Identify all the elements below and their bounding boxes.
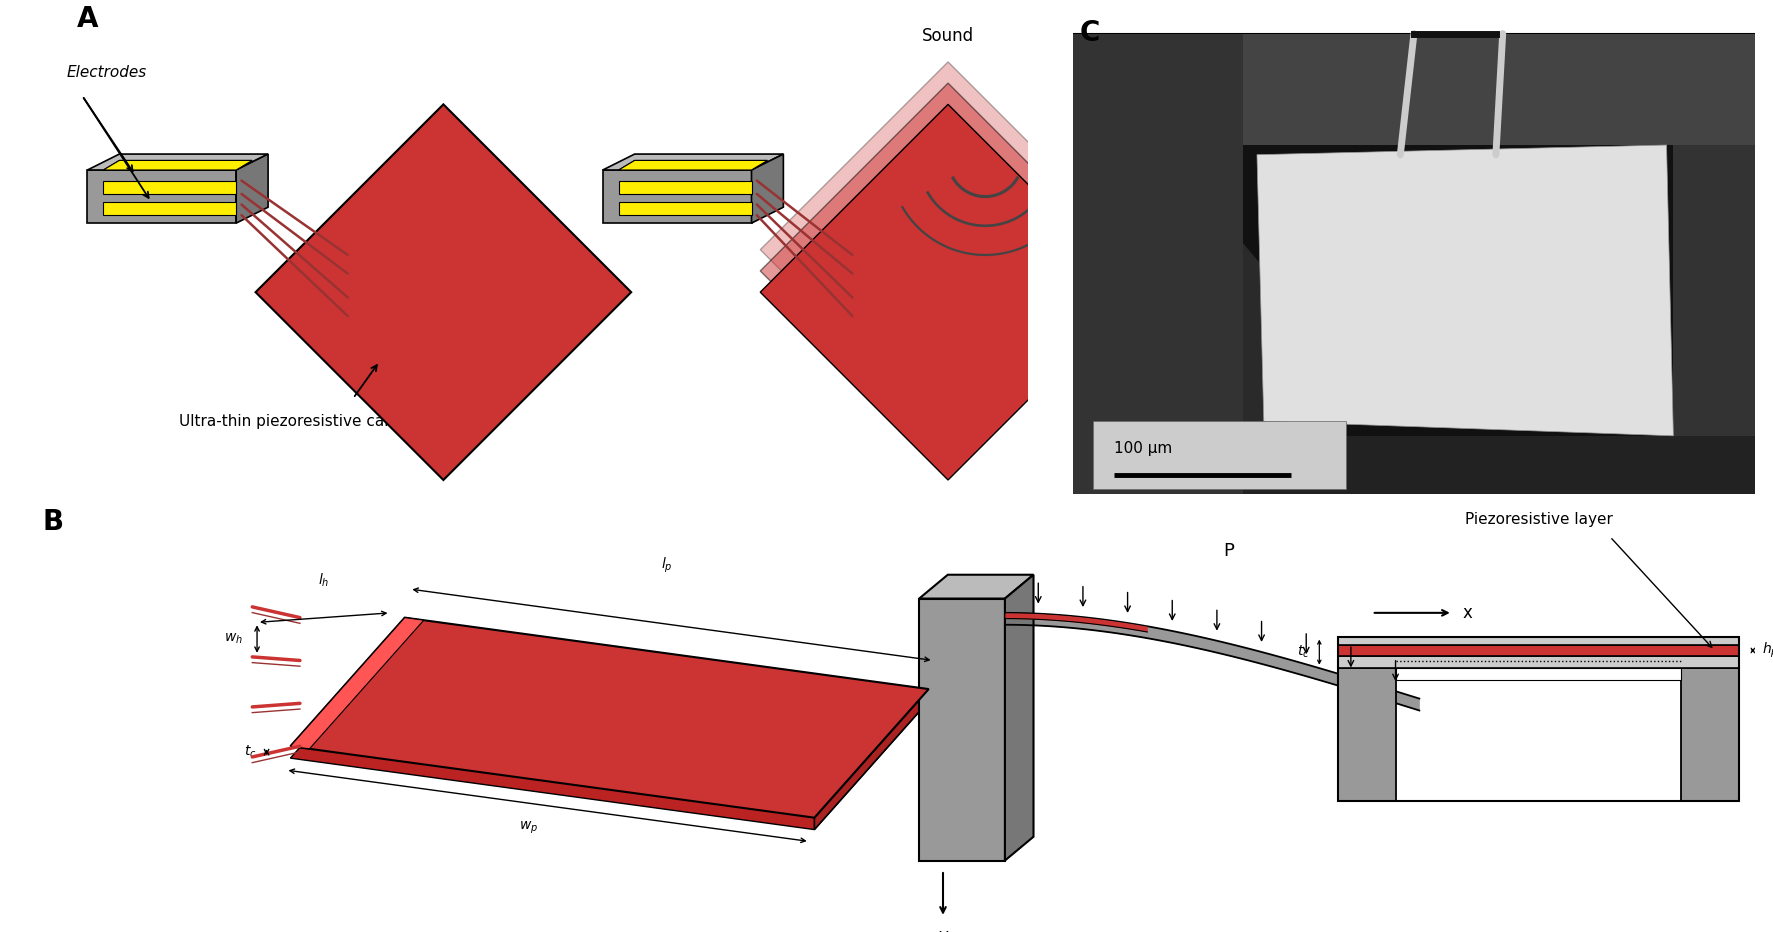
Text: $w_h$: $w_h$ — [223, 632, 243, 646]
Text: A: A — [76, 6, 98, 34]
Polygon shape — [1073, 179, 1312, 494]
Text: P: P — [1223, 542, 1234, 560]
Polygon shape — [291, 629, 929, 829]
Text: Ultra-thin piezoresistive cantilever: Ultra-thin piezoresistive cantilever — [179, 415, 443, 430]
Text: $l_h$: $l_h$ — [317, 571, 330, 589]
Text: Electrodes: Electrodes — [66, 64, 147, 79]
Text: x: x — [1463, 604, 1472, 622]
Polygon shape — [87, 154, 268, 170]
Polygon shape — [603, 170, 752, 223]
Polygon shape — [603, 154, 784, 170]
Text: $h_p$: $h_p$ — [1762, 641, 1773, 660]
Polygon shape — [103, 181, 236, 194]
Polygon shape — [1339, 656, 1739, 667]
Polygon shape — [1243, 34, 1755, 145]
Text: $t_c$: $t_c$ — [245, 744, 257, 761]
Polygon shape — [1339, 667, 1395, 801]
Text: $w_p$: $w_p$ — [519, 820, 539, 836]
Polygon shape — [236, 154, 268, 223]
Polygon shape — [619, 202, 752, 215]
Text: $t_c$: $t_c$ — [1298, 644, 1310, 661]
Polygon shape — [1005, 575, 1034, 860]
Polygon shape — [619, 181, 752, 194]
Polygon shape — [1257, 145, 1674, 436]
Polygon shape — [1073, 34, 1243, 494]
Polygon shape — [87, 170, 236, 223]
Polygon shape — [1395, 667, 1681, 679]
Polygon shape — [103, 160, 252, 170]
Polygon shape — [761, 62, 1136, 437]
Polygon shape — [752, 154, 784, 223]
Text: C: C — [1080, 19, 1099, 47]
Text: Sound: Sound — [922, 26, 973, 45]
Polygon shape — [103, 202, 236, 215]
Polygon shape — [1243, 436, 1755, 494]
Polygon shape — [918, 598, 1005, 860]
Text: Piezoresistive layer: Piezoresistive layer — [1464, 512, 1612, 528]
Polygon shape — [619, 160, 768, 170]
Polygon shape — [918, 575, 1034, 598]
Polygon shape — [291, 618, 929, 817]
Polygon shape — [1073, 34, 1755, 494]
Text: B: B — [43, 508, 64, 536]
Polygon shape — [814, 689, 929, 829]
Polygon shape — [761, 83, 1136, 459]
Polygon shape — [255, 104, 631, 480]
Text: 100 μm: 100 μm — [1113, 441, 1172, 456]
Polygon shape — [761, 104, 1136, 480]
Polygon shape — [1339, 645, 1739, 656]
Polygon shape — [291, 618, 424, 748]
Polygon shape — [103, 160, 252, 170]
Text: $l_p$: $l_p$ — [661, 555, 672, 575]
Polygon shape — [1339, 637, 1739, 645]
Text: y: y — [938, 927, 949, 932]
Polygon shape — [1094, 421, 1346, 489]
Polygon shape — [1674, 145, 1755, 436]
Polygon shape — [619, 160, 768, 170]
Polygon shape — [1681, 667, 1739, 801]
